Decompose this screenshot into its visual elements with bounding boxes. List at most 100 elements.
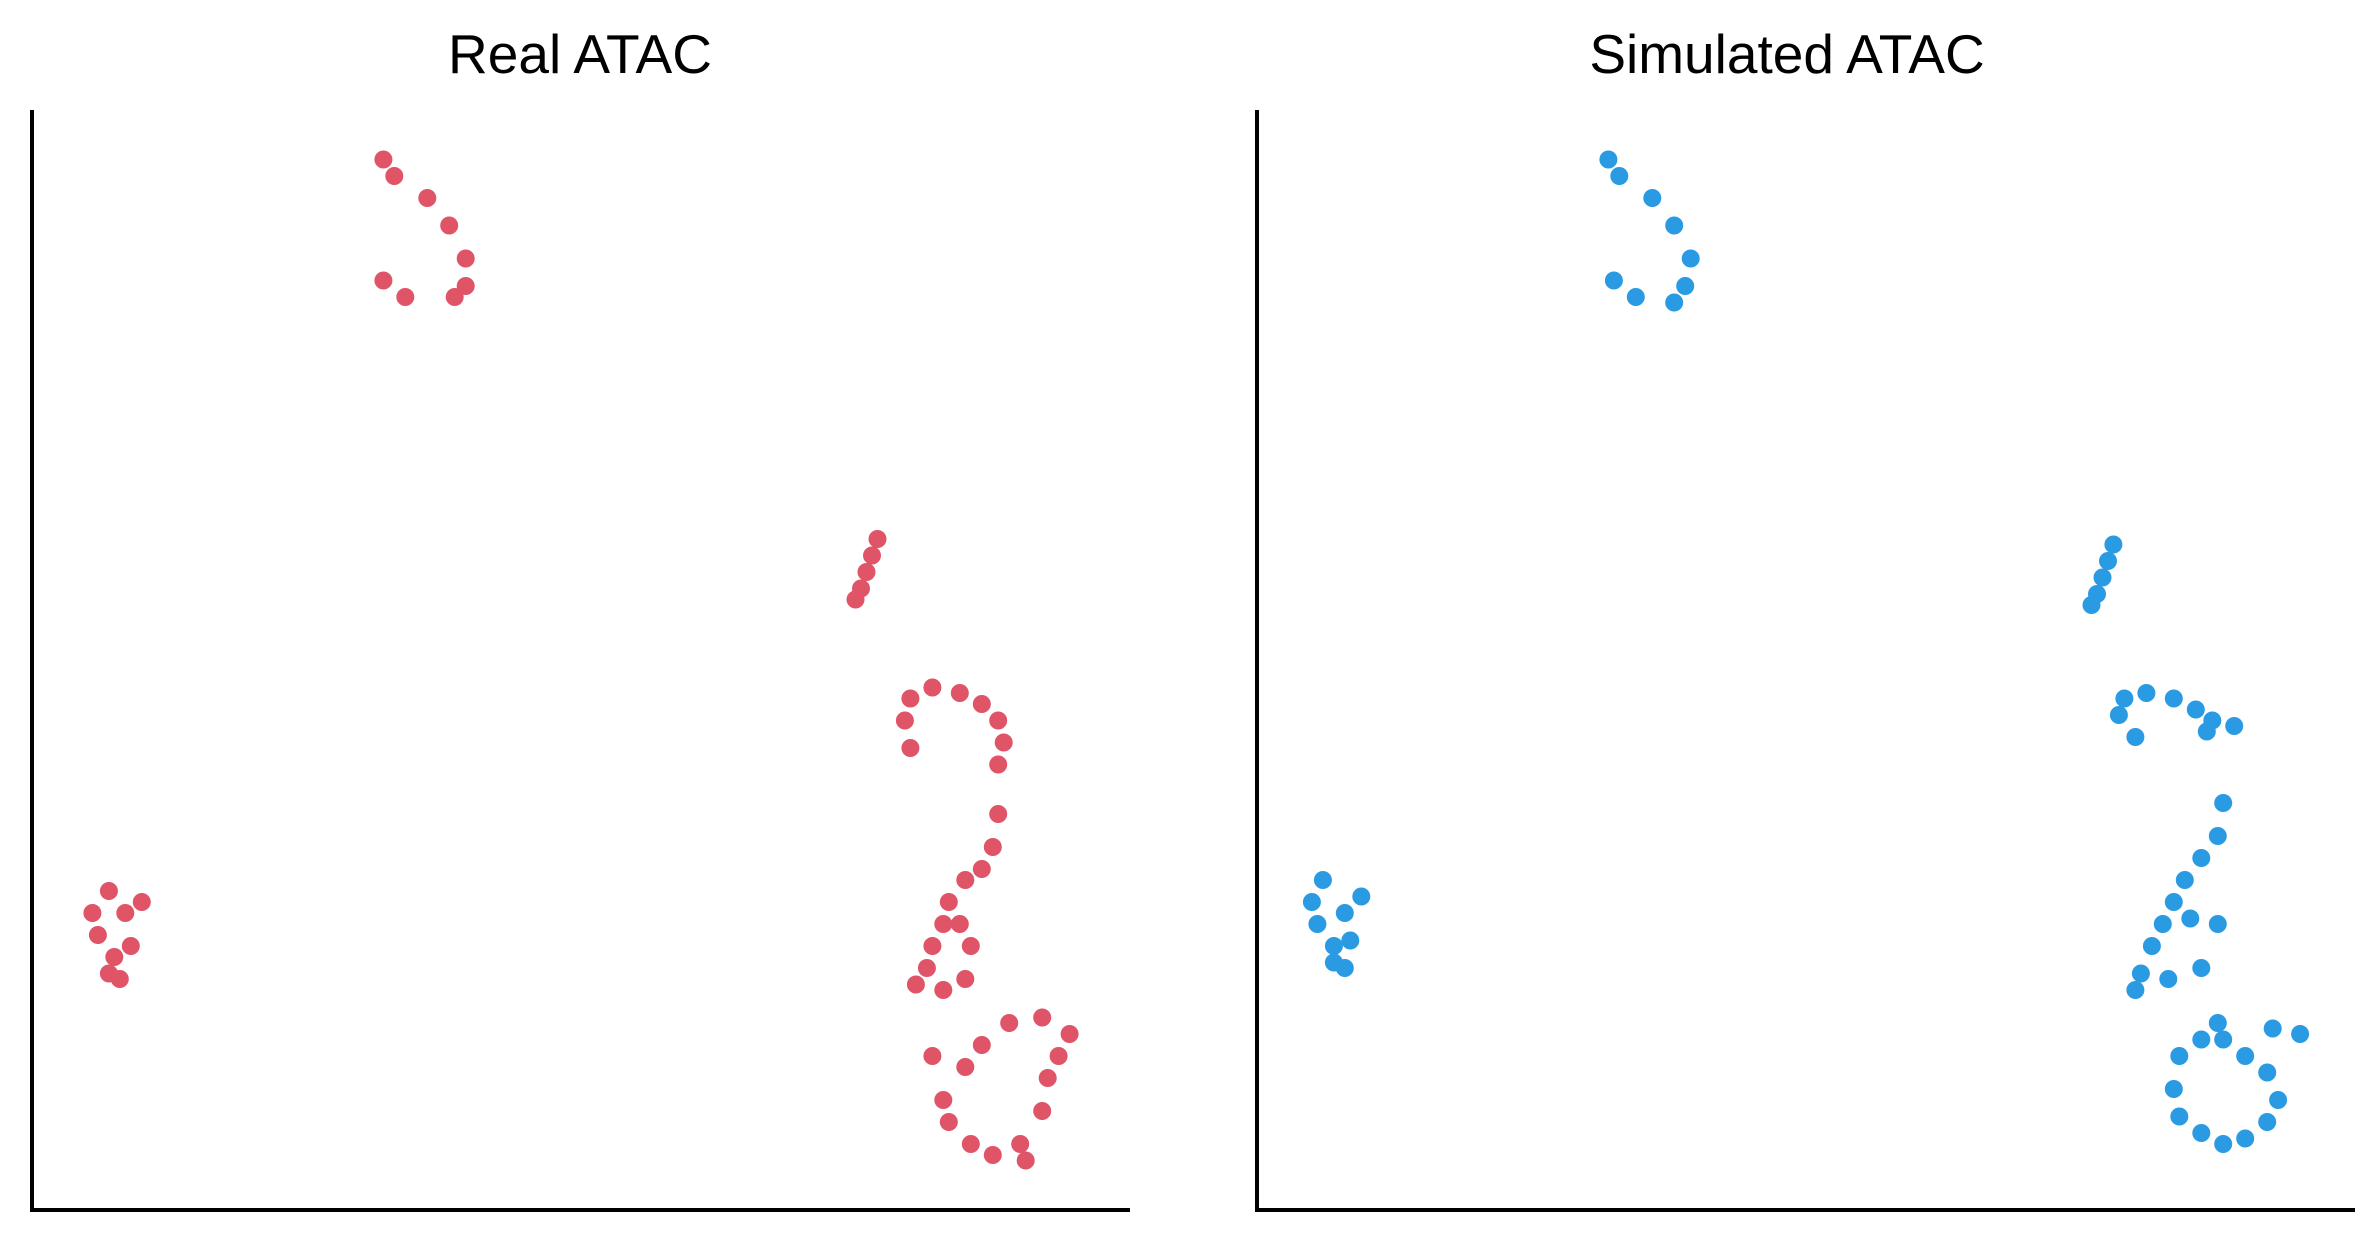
- scatter-point-cluster-e-0: [2214, 794, 2233, 812]
- scatter-point-cluster-a-5: [1676, 277, 1695, 295]
- scatter-point-cluster-f-9: [1060, 1025, 1079, 1043]
- scatter-point-cluster-e-1: [983, 838, 1002, 856]
- scatter-point-cluster-e-7: [2131, 964, 2150, 983]
- scatter-point-cluster-d-2: [88, 926, 107, 944]
- scatter-point-cluster-a-0: [1599, 150, 1618, 169]
- scatter-point-cluster-f-5: [1011, 1135, 1030, 1153]
- scatter-point-cluster-e-11: [961, 937, 980, 955]
- scatter-point-cluster-f-14: [2192, 1030, 2211, 1049]
- scatter-point-cluster-d-5: [1341, 931, 1360, 950]
- scatter-point-cluster-e-12: [950, 915, 969, 933]
- scatter-point-cluster-f-2: [2170, 1107, 2189, 1126]
- scatter-point-cluster-c-3: [923, 678, 942, 697]
- scatter-point-cluster-c-8: [2197, 722, 2216, 741]
- scatter-point-cluster-f-8: [1049, 1047, 1068, 1065]
- scatter-point-cluster-f-0: [923, 1047, 942, 1065]
- scatter-point-cluster-c-2: [901, 689, 920, 708]
- scatter-point-cluster-f-2: [939, 1113, 958, 1131]
- scatter-point-cluster-b-4: [846, 590, 865, 609]
- scatter-point-cluster-e-2: [2192, 849, 2211, 867]
- scatter-point-cluster-d-8: [99, 964, 118, 983]
- scatter-point-cluster-c-4: [2186, 700, 2205, 719]
- scatter-point-cluster-d-8: [1324, 953, 1343, 972]
- scatter-point-cluster-b-1: [2099, 552, 2117, 570]
- scatter-point-cluster-f-8: [2258, 1063, 2277, 1082]
- scatter-point-cluster-b-0: [2104, 535, 2123, 554]
- scatter-point-cluster-d-7: [132, 893, 151, 911]
- scatter-point-cluster-e-4: [2164, 893, 2183, 911]
- scatter-point-cluster-a-1: [385, 167, 404, 185]
- scatter-point-cluster-f-0: [2170, 1047, 2189, 1065]
- scatter-point-cluster-a-1: [1610, 167, 1629, 185]
- scatter-point-cluster-a-7: [396, 288, 415, 306]
- scatter-point-cluster-f-1: [934, 1091, 953, 1109]
- scatter-point-cluster-f-13: [2291, 1025, 2310, 1043]
- scatter-point-cluster-a-0: [374, 150, 393, 169]
- scatter-point-cluster-e-6: [2142, 937, 2161, 955]
- scatter-point-cluster-e-10: [2192, 959, 2211, 977]
- scatter-point-cluster-b-2: [857, 563, 876, 581]
- scatter-point-cluster-e-6: [923, 937, 942, 955]
- scatter-point-cluster-d-0: [1313, 871, 1332, 889]
- scatter-point-cluster-f-7: [1038, 1069, 1057, 1087]
- scatter-point-cluster-f-6: [2258, 1113, 2277, 1131]
- scatter-point-cluster-f-4: [983, 1146, 1002, 1164]
- scatter-plot-simulated: [1255, 110, 2355, 1212]
- scatter-point-cluster-c-6: [2225, 717, 2244, 735]
- scatter-point-cluster-e-3: [2175, 871, 2194, 889]
- scatter-point-cluster-f-1: [2164, 1080, 2183, 1098]
- scatter-point-cluster-c-2: [2137, 684, 2156, 702]
- scatter-point-cluster-c-8: [989, 755, 1008, 774]
- scatter-point-cluster-d-0: [99, 882, 118, 900]
- scatter-point-cluster-a-2: [418, 189, 437, 207]
- scatter-point-cluster-f-4: [2214, 1135, 2233, 1153]
- scatter-point-cluster-b-1: [863, 546, 881, 565]
- scatter-point-cluster-d-3: [105, 948, 124, 966]
- scatter-point-cluster-c-7: [994, 733, 1013, 752]
- scatter-point-cluster-f-11: [1000, 1014, 1019, 1032]
- scatter-point-cluster-b-4: [2082, 596, 2101, 614]
- scatter-point-cluster-e-11: [2208, 915, 2227, 933]
- scatter-point-cluster-c-5: [972, 695, 991, 713]
- scatter-point-cluster-a-2: [1643, 189, 1662, 207]
- scatter-point-cluster-c-7: [2126, 728, 2145, 746]
- scatter-point-cluster-d-6: [116, 904, 135, 922]
- scatter-point-cluster-e-8: [906, 975, 925, 994]
- scatter-point-cluster-d-2: [1308, 915, 1327, 933]
- scatter-point-cluster-f-10: [2214, 1030, 2233, 1049]
- scatter-point-cluster-e-4: [939, 893, 958, 911]
- scatter-point-cluster-c-1: [2115, 689, 2134, 708]
- scatter-point-cluster-f-5: [2236, 1129, 2255, 1148]
- scatter-point-cluster-e-9: [2159, 970, 2178, 988]
- scatter-point-cluster-f-9: [2236, 1047, 2255, 1065]
- scatter-point-cluster-a-5: [456, 277, 475, 295]
- scatter-points: [83, 150, 1079, 1170]
- scatter-point-cluster-a-4: [1681, 249, 1700, 268]
- scatter-point-cluster-f-10: [1033, 1008, 1052, 1027]
- scatter-point-cluster-c-0: [901, 739, 920, 757]
- scatter-point-cluster-e-9: [934, 981, 953, 999]
- scatter-point-cluster-a-7: [1626, 288, 1645, 306]
- scatter-point-cluster-a-3: [1665, 216, 1684, 235]
- scatter-point-cluster-b-2: [2093, 568, 2112, 587]
- scatter-point-cluster-e-1: [2208, 827, 2227, 845]
- scatter-point-cluster-c-0: [2109, 706, 2128, 724]
- scatter-point-cluster-c-3: [2164, 689, 2183, 708]
- scatter-point-cluster-f-14: [1016, 1151, 1035, 1170]
- scatter-point-cluster-e-3: [956, 871, 975, 889]
- scatter-point-cluster-d-7: [1352, 887, 1371, 906]
- panel-simulated-atac: Simulated ATAC: [1200, 0, 2374, 1240]
- scatter-point-cluster-d-1: [83, 904, 102, 922]
- scatter-point-cluster-e-8: [2126, 981, 2145, 999]
- scatter-point-cluster-a-6: [1665, 293, 1684, 312]
- scatter-point-cluster-f-11: [2208, 1014, 2227, 1032]
- scatter-point-cluster-f-7: [2269, 1091, 2288, 1109]
- chart-title: Real ATAC: [448, 23, 712, 85]
- scatter-point-cluster-d-6: [1335, 904, 1354, 922]
- scatter-point-cluster-c-1: [895, 711, 914, 730]
- scatter-plot-real: [30, 110, 1130, 1212]
- scatter-point-cluster-a-6: [445, 288, 464, 306]
- scatter-point-cluster-d-3: [1324, 937, 1343, 955]
- scatter-point-cluster-f-13: [956, 1058, 975, 1076]
- scatter-point-cluster-e-7: [917, 959, 936, 977]
